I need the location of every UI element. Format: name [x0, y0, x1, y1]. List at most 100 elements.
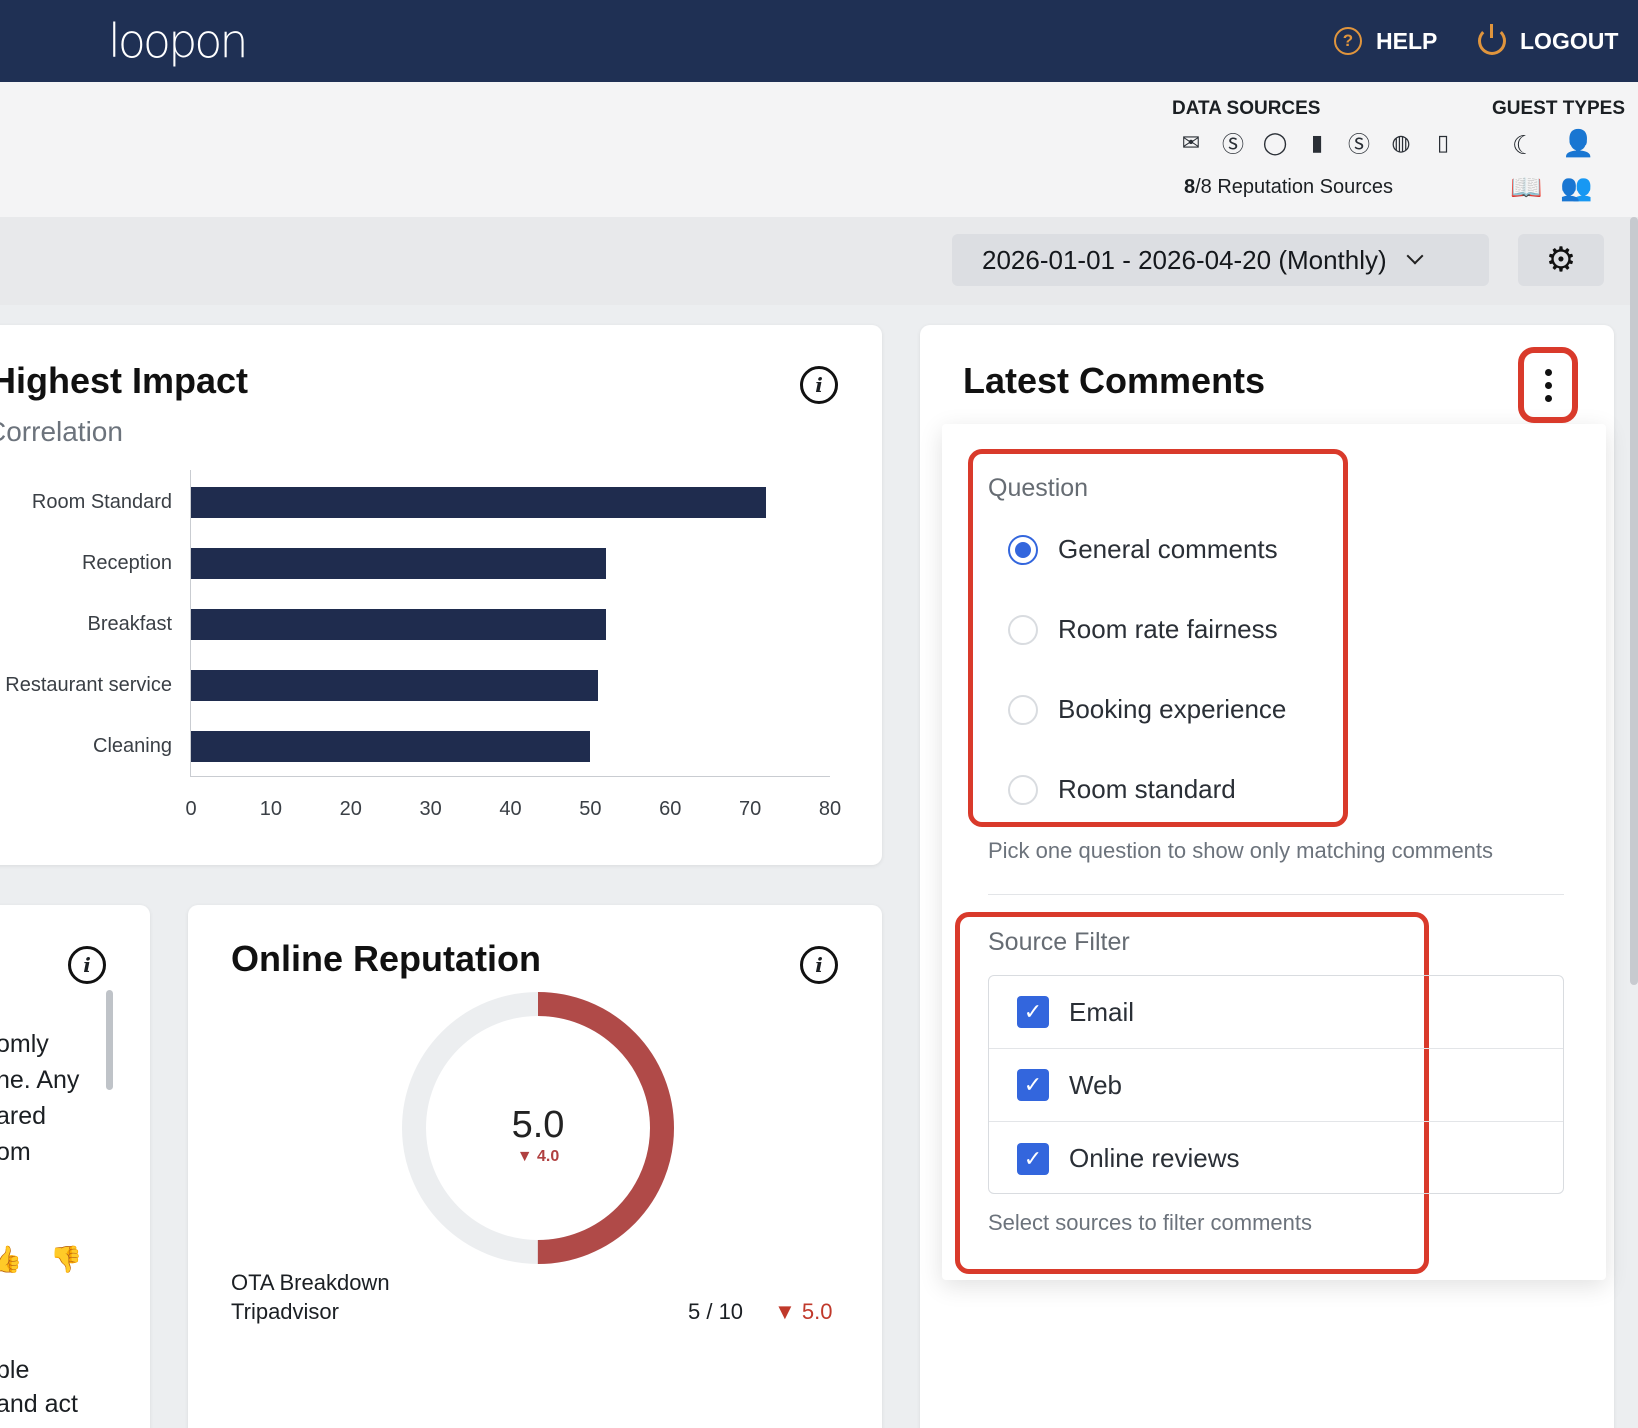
gauge-fill: [402, 992, 674, 1264]
envelope-icon[interactable]: ✉: [1181, 130, 1201, 155]
reputation-sources-count[interactable]: 8/8 Reputation Sources: [1184, 176, 1393, 199]
source-option[interactable]: ✓ Web: [989, 1049, 1563, 1122]
dollar-icon[interactable]: Ⓢ: [1347, 132, 1370, 157]
info-icon[interactable]: i: [800, 946, 838, 984]
kebab-dot: [1544, 368, 1552, 376]
flag-icon[interactable]: ▮: [1310, 130, 1324, 155]
question-icon: ?: [1334, 27, 1362, 55]
question-option[interactable]: Room rate fairness: [1008, 614, 1278, 645]
question-label: Question: [988, 474, 1089, 502]
ota-source-name: Tripadvisor: [231, 1299, 339, 1324]
logout-link[interactable]: LOGOUT: [1478, 0, 1618, 82]
x-tick-label: 70: [739, 798, 762, 820]
comments-filter-dropdown: [942, 424, 1606, 1280]
group-icon[interactable]: 👥: [1560, 172, 1593, 202]
ota-delta: ▼ 5.0: [774, 1299, 833, 1324]
reputation-delta: ▼ 4.0: [516, 1148, 560, 1165]
moon-icon[interactable]: ☾: [1512, 130, 1536, 160]
data-source-icons: ✉ Ⓢ ◯ ▮ Ⓢ ◍ ▯: [1178, 130, 1456, 157]
kebab-dot: [1544, 381, 1552, 389]
ota-breakdown-title: OTA Breakdown: [231, 1270, 390, 1295]
bar-category-label: Cleaning: [93, 735, 172, 757]
bar[interactable]: [191, 731, 591, 762]
logout-label: LOGOUT: [1520, 27, 1619, 54]
reputation-gauge: [402, 992, 674, 1264]
date-range-picker[interactable]: 2026-01-01 - 2026-04-20 (Monthly): [952, 234, 1489, 286]
checkbox[interactable]: ✓: [1017, 1142, 1049, 1175]
source-option[interactable]: ✓ Online reviews: [989, 1122, 1563, 1195]
settings-button[interactable]: ⚙: [1518, 234, 1604, 286]
bar[interactable]: [191, 548, 607, 579]
radio-button[interactable]: [1008, 614, 1038, 645]
source-option-label: Online reviews: [1069, 1143, 1240, 1173]
bar-category-label: Reception: [81, 552, 172, 574]
chat-bubble-icon[interactable]: ◯: [1262, 130, 1288, 155]
thumbs-down-icon[interactable]: 👎: [50, 1244, 83, 1274]
question-option[interactable]: Booking experience: [1008, 694, 1286, 725]
page-scrollbar[interactable]: [1630, 217, 1638, 985]
globe-icon[interactable]: ◍: [1391, 130, 1411, 155]
source-filter-highlight-box: [955, 912, 1429, 1274]
reputation-score: 5.0: [511, 1104, 565, 1146]
bar-category-label: Breakfast: [87, 613, 172, 635]
question-option[interactable]: Room standard: [1008, 774, 1236, 805]
source-filter-label: Source Filter: [988, 928, 1130, 956]
person-icon[interactable]: 👤: [1562, 128, 1595, 158]
document-icon[interactable]: ▯: [1436, 130, 1450, 155]
question-option-label: Booking experience: [1058, 694, 1287, 724]
x-tick-label: 30: [419, 798, 442, 820]
question-option-label: General comments: [1058, 534, 1278, 564]
comment-text-fragment: ble: [0, 1356, 30, 1384]
date-range-value: 2026-01-01 - 2026-04-20 (Monthly): [982, 244, 1387, 275]
source-filter-list: ✓ Email ✓ Web ✓ Online reviews: [988, 975, 1564, 1194]
source-option-label: Web: [1069, 1069, 1122, 1100]
book-icon[interactable]: 📖: [1510, 172, 1543, 202]
checkbox[interactable]: ✓: [1017, 996, 1049, 1028]
source-option-label: Email: [1069, 996, 1135, 1027]
bar[interactable]: [191, 609, 607, 640]
chevron-down-icon: [1406, 247, 1424, 265]
x-tick-label: 40: [499, 798, 522, 820]
bar[interactable]: [191, 670, 599, 701]
comment-text-fragment: ne. Any: [0, 1066, 80, 1094]
question-option-label: Room rate fairness: [1058, 614, 1278, 644]
radio-button[interactable]: [1008, 774, 1038, 805]
x-tick-label: 80: [818, 798, 842, 820]
source-filter-hint: Select sources to filter comments: [988, 1210, 1313, 1235]
source-option[interactable]: ✓ Email: [989, 976, 1563, 1049]
data-sources-title: DATA SOURCES: [1172, 98, 1321, 119]
x-tick-label: 20: [339, 798, 362, 820]
guest-types-title: GUEST TYPES: [1492, 98, 1626, 119]
comments-card-partial: [0, 905, 150, 1428]
comment-text-fragment: and act: [0, 1390, 79, 1418]
radio-button[interactable]: [1008, 694, 1038, 725]
chart-y-axis: [190, 470, 191, 777]
chart-x-axis: [190, 776, 830, 777]
highest-impact-card: [0, 325, 882, 865]
more-options-button[interactable]: [1518, 347, 1578, 423]
question-option[interactable]: General comments: [1008, 534, 1278, 565]
question-hint: Pick one question to show only matching …: [988, 838, 1494, 863]
comment-text-fragment: om: [0, 1138, 31, 1166]
power-icon: [1478, 24, 1506, 55]
question-option-label: Room standard: [1058, 774, 1236, 804]
info-icon[interactable]: i: [68, 946, 106, 984]
help-link[interactable]: ? HELP: [1334, 0, 1437, 82]
divider: [988, 894, 1564, 895]
card-scrollbar[interactable]: [106, 990, 113, 1090]
info-icon[interactable]: i: [800, 366, 838, 404]
sources-count-text: /8 Reputation Sources: [1195, 176, 1394, 198]
brand-logo[interactable]: loopon: [108, 14, 249, 68]
help-label: HELP: [1376, 27, 1438, 54]
highest-impact-title: Highest Impact: [0, 360, 249, 401]
thumbs-up-icon[interactable]: 👍: [0, 1244, 23, 1274]
latest-comments-title: Latest Comments: [963, 360, 1266, 401]
checkbox[interactable]: ✓: [1017, 1069, 1049, 1101]
bar[interactable]: [191, 487, 767, 518]
x-tick-label: 60: [659, 798, 682, 820]
highest-impact-subtitle: Correlation: [0, 416, 123, 447]
dollar-icon[interactable]: Ⓢ: [1221, 132, 1244, 157]
question-highlight-box: [968, 449, 1348, 827]
sources-bar: [0, 82, 1638, 217]
radio-button[interactable]: [1008, 534, 1038, 565]
